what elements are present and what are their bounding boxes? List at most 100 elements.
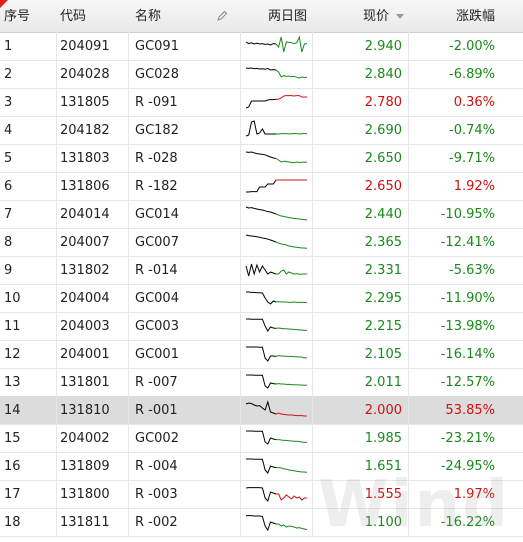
column-divider xyxy=(240,452,241,480)
column-divider xyxy=(408,144,409,172)
sparkline-day2 xyxy=(276,413,307,416)
column-divider xyxy=(408,340,409,368)
sparkline-day2 xyxy=(276,70,307,78)
two-day-sparkline xyxy=(245,343,309,365)
column-divider xyxy=(240,508,241,536)
column-divider xyxy=(128,340,129,368)
column-divider xyxy=(312,368,313,396)
column-divider xyxy=(240,312,241,340)
security-name: R -002 xyxy=(135,508,178,536)
change-percent: 0.36% xyxy=(454,88,495,116)
column-divider xyxy=(128,256,129,284)
sparkline-day2 xyxy=(276,468,307,473)
column-divider xyxy=(408,368,409,396)
column-divider xyxy=(56,284,57,312)
security-code: 204091 xyxy=(60,32,110,60)
two-day-sparkline xyxy=(245,315,309,337)
column-divider xyxy=(408,256,409,284)
change-percent: 53.85% xyxy=(445,396,495,424)
sparkline-day1 xyxy=(246,319,276,331)
change-percent: -24.95% xyxy=(441,452,495,480)
column-divider xyxy=(240,116,241,144)
change-percent: -5.63% xyxy=(449,256,495,284)
column-divider xyxy=(312,508,313,536)
sort-desc-icon[interactable] xyxy=(396,14,404,19)
security-name: R -014 xyxy=(135,256,178,284)
column-divider xyxy=(240,32,241,60)
security-name: R -001 xyxy=(135,396,178,424)
column-divider xyxy=(312,60,313,88)
column-divider xyxy=(312,88,313,116)
sparkline-day2 xyxy=(276,270,307,274)
column-header-code[interactable]: 代码 xyxy=(60,0,86,32)
column-divider xyxy=(56,116,57,144)
column-divider xyxy=(128,312,129,340)
column-divider xyxy=(56,480,57,508)
sparkline-day1 xyxy=(246,99,276,108)
sparkline-day1 xyxy=(246,152,276,158)
sparkline-day2 xyxy=(276,328,307,330)
two-day-sparkline xyxy=(245,35,309,57)
column-header-name[interactable]: 名称 xyxy=(135,0,161,32)
security-name: GC182 xyxy=(135,116,179,144)
column-divider xyxy=(128,88,129,116)
two-day-sparkline xyxy=(245,371,309,393)
security-name: R -003 xyxy=(135,480,178,508)
security-name: GC007 xyxy=(135,228,179,256)
change-percent: 1.92% xyxy=(454,172,495,200)
security-name: R -007 xyxy=(135,368,178,396)
sparkline-day1 xyxy=(246,68,276,70)
column-divider xyxy=(56,172,57,200)
two-day-sparkline xyxy=(245,287,309,309)
edit-pencil-icon[interactable] xyxy=(216,10,228,26)
current-price: 2.840 xyxy=(365,60,402,88)
column-divider xyxy=(128,424,129,452)
security-name: GC001 xyxy=(135,340,179,368)
security-name: GC091 xyxy=(135,32,179,60)
row-index: 7 xyxy=(4,200,12,228)
sparkline-day2 xyxy=(276,96,307,100)
row-index: 14 xyxy=(4,396,21,424)
security-code: 131810 xyxy=(60,396,110,424)
column-header-spark[interactable]: 两日图 xyxy=(268,0,307,32)
row-index: 11 xyxy=(4,312,21,340)
two-day-sparkline xyxy=(245,483,309,505)
column-divider xyxy=(128,480,129,508)
column-divider xyxy=(240,256,241,284)
column-divider xyxy=(408,284,409,312)
column-divider xyxy=(240,172,241,200)
current-price: 2.215 xyxy=(365,312,402,340)
column-divider xyxy=(312,172,313,200)
change-percent: -10.95% xyxy=(441,200,495,228)
column-header-change[interactable]: 涨跌幅 xyxy=(456,0,495,32)
two-day-sparkline xyxy=(245,231,309,253)
column-divider xyxy=(56,32,57,60)
two-day-sparkline xyxy=(245,91,309,113)
sparkline-day1 xyxy=(246,235,276,242)
column-divider xyxy=(408,228,409,256)
row-index: 1 xyxy=(4,32,12,60)
column-divider xyxy=(240,200,241,228)
two-day-sparkline xyxy=(245,147,309,169)
column-header-price[interactable]: 现价 xyxy=(363,0,389,32)
security-code: 131800 xyxy=(60,480,110,508)
current-price: 2.105 xyxy=(365,340,402,368)
